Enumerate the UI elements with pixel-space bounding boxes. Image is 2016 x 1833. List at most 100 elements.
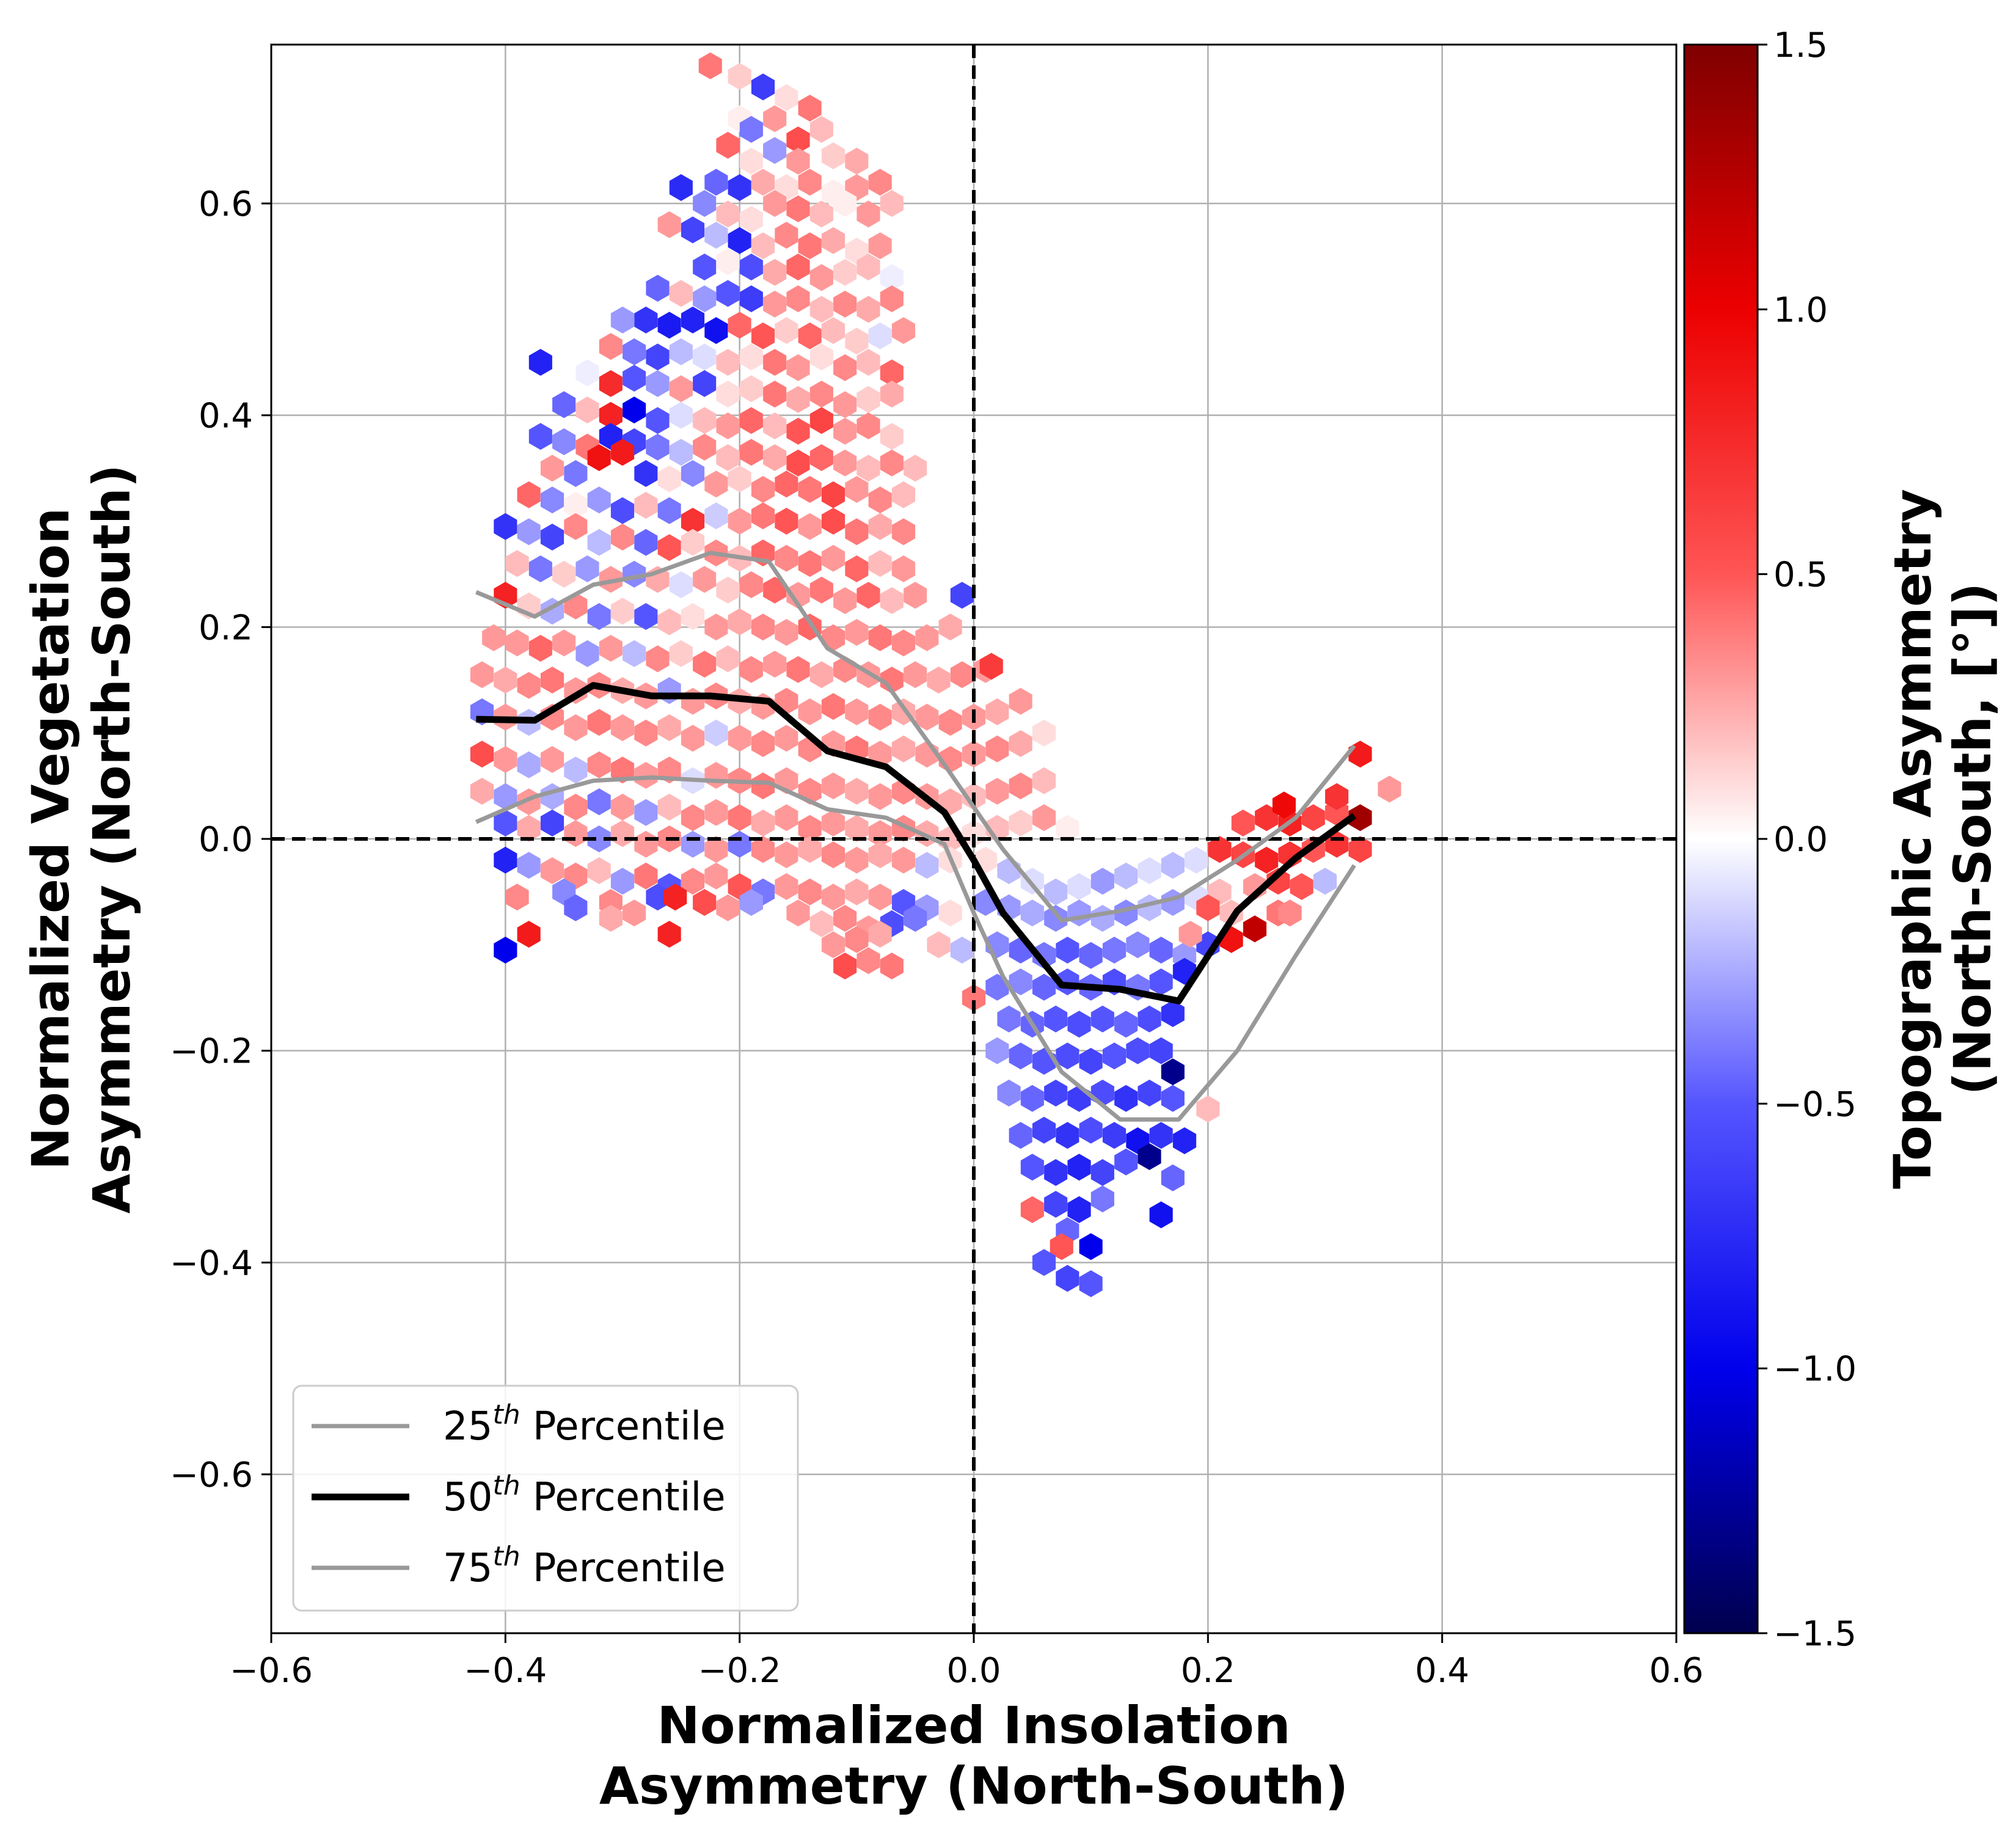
hexbin-cell (552, 391, 576, 419)
hexbin-cell (1050, 1233, 1073, 1260)
colorbar-tick-label: −0.5 (1773, 1085, 1857, 1124)
hexbin-cell (681, 306, 705, 334)
hexbin-cell (1138, 1080, 1161, 1107)
hexbin-cell (1278, 899, 1302, 927)
hexbin-cell (833, 190, 857, 217)
hexbin-cell (646, 274, 670, 302)
hexbin-cell (856, 254, 880, 280)
hexbin-cell (693, 343, 717, 371)
colorbar-tick-label: 0.0 (1773, 820, 1828, 860)
hexbin-cell (494, 846, 517, 874)
hexbin-cell (868, 322, 892, 349)
legend-box (292, 1385, 799, 1612)
hexbin-cell (728, 608, 751, 635)
hexbin-cell (845, 846, 869, 874)
hexbin-cell (1208, 836, 1232, 863)
hexbin-cell (821, 624, 845, 651)
hexbin-cell (681, 508, 705, 535)
hexbin-cell (1114, 1148, 1138, 1176)
hexbin-cell (681, 603, 705, 630)
hexbin-cell (868, 169, 892, 196)
hexbin-cell (798, 814, 822, 842)
hexbin-cell (739, 439, 763, 466)
hexbin-cell (856, 455, 880, 482)
hexbin-cell (1067, 1154, 1091, 1181)
hexbin-cell (845, 814, 869, 842)
hexbin-cell (775, 841, 798, 868)
hexbin-cell (610, 598, 635, 625)
hexbin-cell (798, 836, 822, 863)
hexbin-cell (704, 613, 728, 641)
hexbin-cell (751, 476, 775, 503)
hexbin-cell (1009, 730, 1032, 757)
hexbin-cell (739, 206, 763, 233)
hexbin-cell (587, 486, 611, 514)
hexbin-cell (1020, 1154, 1044, 1181)
x-tick-label: 0.0 (946, 1651, 1001, 1691)
y-tick-label: −0.4 (170, 1243, 253, 1283)
y-axis-title-line-2: Asymmetry (North-South) (82, 464, 142, 1213)
hexbin-cell (728, 227, 751, 254)
hexbin-cell (1243, 915, 1267, 943)
hexbin-cell (704, 719, 728, 747)
hexbin-cell (1149, 1037, 1173, 1064)
hexbin-cell (751, 810, 775, 836)
hexbin-cell (845, 147, 869, 175)
hexbin-cell (775, 317, 798, 344)
hexbin-layer (470, 52, 1401, 1297)
hexbin-cell (540, 810, 564, 836)
hexbin-cell (552, 629, 576, 657)
hexbin-cell (751, 730, 775, 757)
hexbin-cell (716, 444, 740, 471)
hexbin-cell (856, 296, 880, 323)
hexbin-cell (704, 836, 728, 863)
hexbin-cell (657, 921, 681, 948)
hexbin-cell (657, 608, 681, 635)
series-line-50th (476, 682, 1357, 1004)
hexbin-cell (704, 799, 728, 826)
hexbin-cell (704, 862, 728, 890)
hexbin-cell (821, 884, 845, 911)
hexbin-cell (821, 810, 845, 836)
hexbin-cell (540, 524, 564, 551)
hexbin-cell (704, 317, 728, 344)
hexbin-cell (634, 762, 658, 789)
hexbin-cell (505, 550, 529, 577)
hexbin-cell (845, 476, 869, 503)
hexbin-cell (564, 714, 588, 741)
hexbin-cell (845, 327, 869, 355)
hexbin-cell (728, 725, 751, 752)
hexbin-cell (950, 661, 974, 689)
hexbin-cell (693, 889, 717, 916)
hexbin-cell (599, 401, 623, 429)
hexbin-cell (669, 571, 693, 598)
hexbin-cell (669, 439, 693, 466)
hexbin-cell (599, 635, 623, 662)
y-tick-label: −0.6 (170, 1455, 253, 1495)
hexbin-cell (809, 296, 833, 323)
hexbin-cell (646, 370, 670, 397)
hexbin-cell (763, 444, 787, 471)
hexbin-cell (540, 746, 564, 773)
hexbin-cell (845, 619, 869, 646)
hexbin-cell (809, 407, 833, 434)
hexbin-cell (1090, 1185, 1114, 1213)
hexbin-cell (856, 200, 880, 228)
hexbin-cell (704, 502, 728, 530)
hexbin-cell (716, 248, 740, 276)
hexbin-cell (856, 947, 880, 975)
hexbin-cell (505, 884, 529, 911)
hexbin-cell (833, 258, 857, 286)
hexbin-cell (698, 52, 722, 79)
hexbin-cell (634, 603, 658, 630)
hexbin-cell (979, 653, 1003, 680)
hexbin-cell (646, 884, 670, 911)
hexbin-cell (751, 836, 775, 863)
hexbin-cell (669, 401, 693, 429)
hexbin-cell (868, 513, 892, 540)
hexbin-cell (1056, 1042, 1079, 1070)
hexbin-cell (786, 449, 810, 477)
hexbin-cell (739, 147, 763, 175)
hexbin-cell (1102, 1122, 1127, 1149)
hexbin-cell (904, 905, 927, 932)
